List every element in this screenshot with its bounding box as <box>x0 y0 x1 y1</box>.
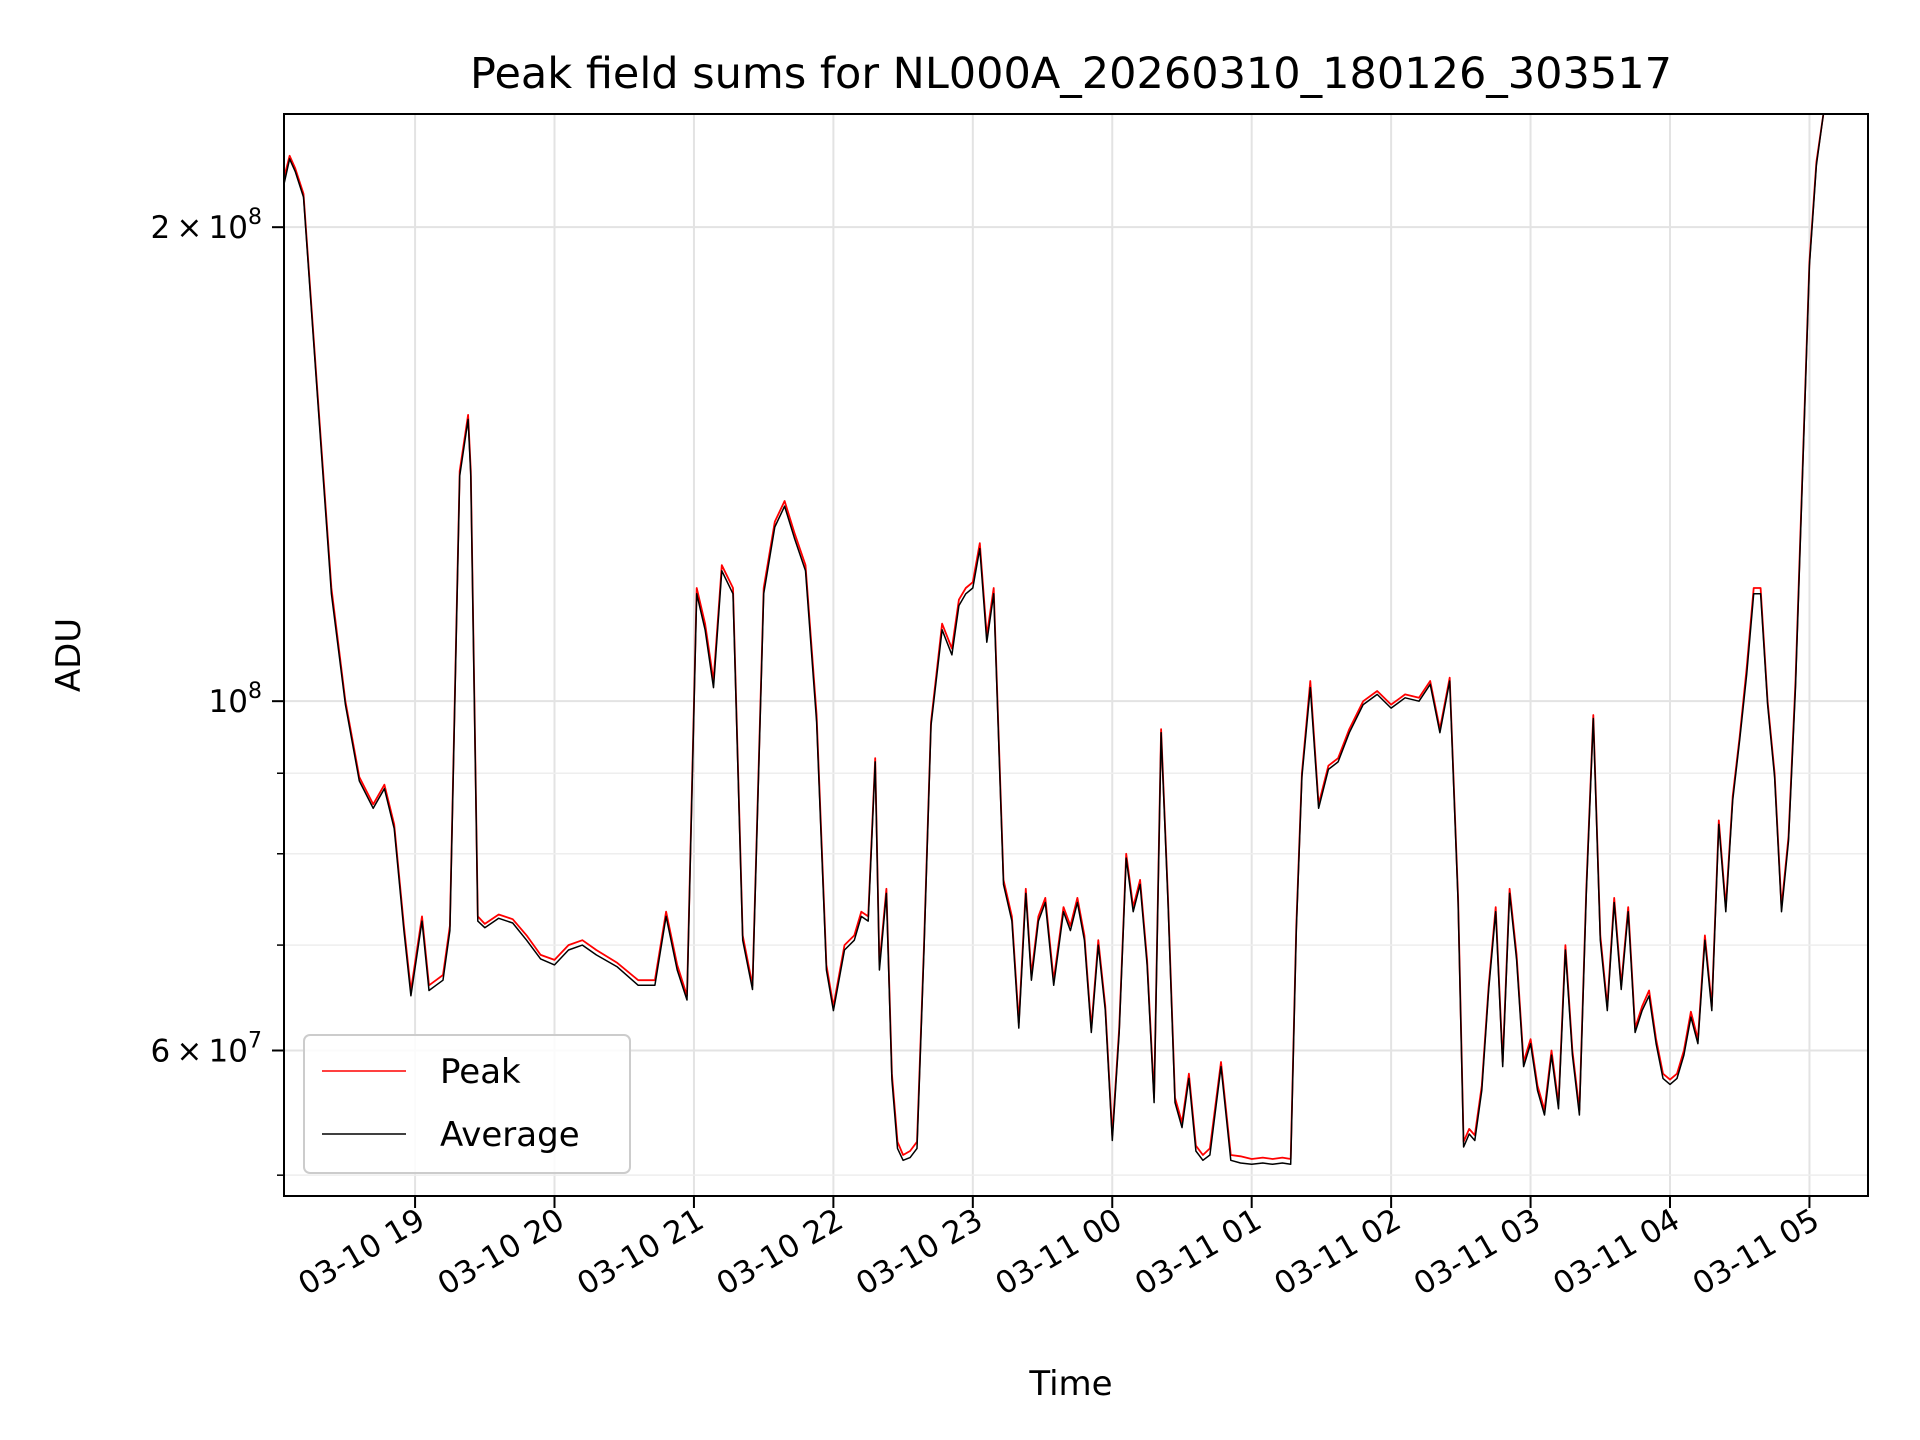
y-tick-label: 2 × 108 <box>150 205 262 246</box>
series-layer <box>284 114 1831 1166</box>
legend-peak-label: Peak <box>440 1052 521 1092</box>
y-tick-label: 6 × 107 <box>150 1028 262 1069</box>
y-axis-label: ADU <box>49 618 89 692</box>
chart-title: Peak field sums for NL000A_20260310_1801… <box>470 49 1672 99</box>
plot-frame <box>283 113 1869 1197</box>
average-series-line <box>284 114 1831 1166</box>
y-tick-label: 108 <box>209 679 262 720</box>
legend: Peak Average <box>303 1034 631 1174</box>
y-axis: 6 × 107 108 2 × 108 <box>150 205 284 1176</box>
legend-average-label: Average <box>440 1115 580 1155</box>
grid <box>284 114 1868 1196</box>
x-axis-label: Time <box>1028 1364 1112 1404</box>
legend-box <box>303 1034 631 1174</box>
